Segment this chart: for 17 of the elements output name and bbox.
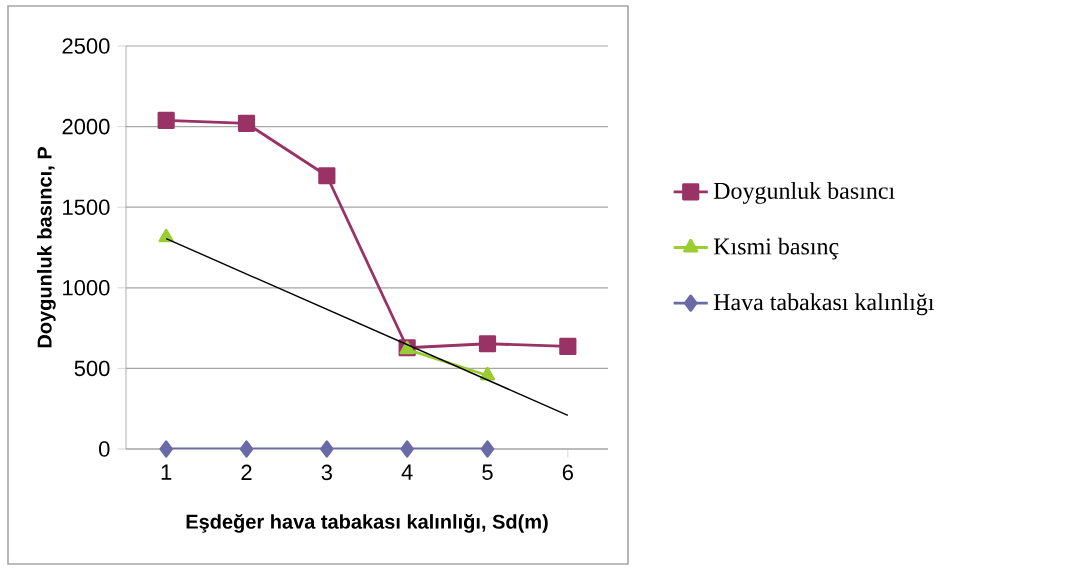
- y-axis-title: Doygunluk basıncı, P: [37, 147, 56, 348]
- legend-label: Doygunluk basıncı: [713, 182, 895, 204]
- x-tick-label: 3: [321, 464, 332, 481]
- y-tick-label: 2500: [62, 38, 110, 54]
- y-tick-label: 1000: [63, 280, 110, 296]
- x-tick-label: 2: [241, 464, 252, 480]
- y-tick-label: 0: [99, 441, 110, 457]
- y-tick-label: 2000: [62, 118, 110, 135]
- x-tick-label: 1: [161, 464, 172, 480]
- legend-label: Kısmi basınç: [713, 237, 839, 260]
- x-tick-label: 5: [482, 464, 493, 480]
- x-axis-title: Eşdeğer hava tabakası kalınlığı, Sd(m): [186, 513, 548, 533]
- x-tick-label: 4: [401, 464, 413, 480]
- y-tick-label: 500: [74, 360, 110, 377]
- y-tick-label: 1500: [63, 199, 110, 215]
- x-tick-label: 6: [562, 464, 573, 481]
- legend-label: Hava tabakası kalınlığı: [713, 293, 935, 316]
